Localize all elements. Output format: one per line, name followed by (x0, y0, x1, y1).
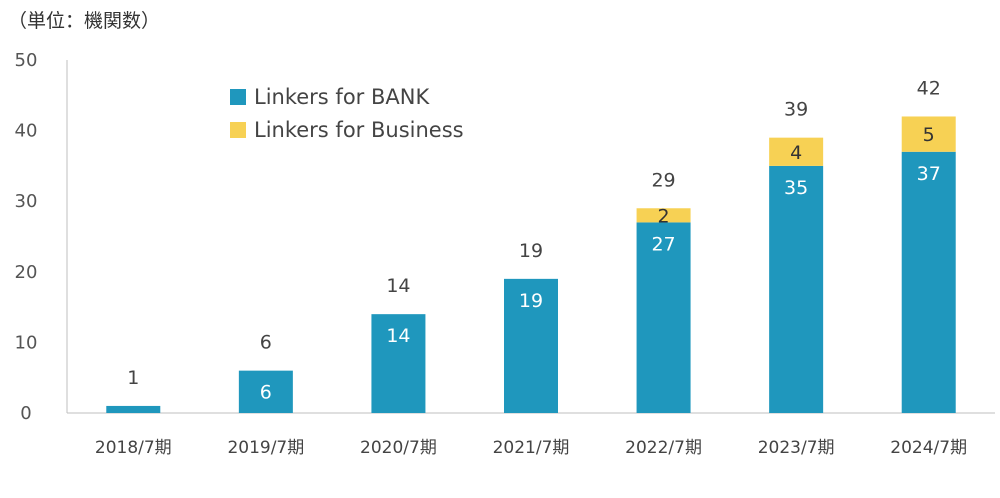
x-tick-label: 2019/7期 (227, 438, 304, 458)
bar-business (769, 137, 824, 166)
total-label: 1 (127, 367, 139, 389)
x-tick-label: 2022/7期 (625, 438, 702, 458)
x-tick-label: 2024/7期 (890, 438, 967, 458)
bar-bank (901, 151, 956, 413)
total-label: 19 (519, 240, 543, 262)
bar-label-bank: 14 (386, 325, 410, 347)
bar-bank (106, 405, 161, 413)
bar-bank (238, 370, 293, 413)
bar-bank (504, 278, 558, 413)
bars: 1 6 6 14 14 19 19 27 2 29 35 4 39 37 5 42 (106, 77, 956, 413)
bar-label-bank: 35 (784, 177, 808, 199)
bar-label-business: 2 (658, 205, 670, 227)
bar-business (636, 208, 691, 223)
legend-label: Linkers for Business (254, 118, 464, 142)
y-tick-label: 30 (15, 191, 38, 212)
bar-business (901, 116, 956, 152)
y-tick-labels: 0 10 20 30 40 50 (15, 50, 38, 424)
x-tick-labels: 2018/7期 2019/7期 2020/7期 2021/7期 2022/7期 2023/… (95, 438, 967, 458)
total-label: 42 (917, 77, 941, 99)
y-tick-label: 0 (20, 403, 31, 424)
bar-label-bank: 37 (917, 163, 941, 185)
x-tick-label: 2020/7期 (360, 438, 437, 458)
x-tick-label: 2018/7期 (95, 438, 172, 458)
bar-label-business: 5 (923, 124, 935, 146)
legend-label: Linkers for BANK (254, 85, 430, 109)
bar-label-bank: 6 (260, 382, 272, 404)
total-label: 14 (386, 275, 410, 297)
bar-label-bank: 27 (651, 233, 675, 255)
total-label: 29 (651, 169, 675, 191)
total-label: 6 (260, 332, 272, 354)
y-tick-label: 50 (15, 50, 38, 71)
bar-bank (371, 314, 426, 413)
x-tick-label: 2021/7期 (493, 438, 570, 458)
y-tick-label: 20 (15, 262, 38, 283)
x-tick-label: 2023/7期 (758, 438, 835, 458)
bar-label-business: 4 (790, 142, 802, 164)
bar-bank (636, 222, 691, 413)
y-tick-label: 10 (15, 332, 38, 353)
y-tick-label: 40 (15, 121, 38, 142)
legend: Linkers for BANK Linkers for Business (230, 85, 464, 142)
unit-label: （単位：機関数） (8, 10, 161, 32)
legend-swatch (230, 89, 246, 105)
bar-label-bank: 19 (519, 290, 543, 312)
bar-bank (769, 165, 824, 413)
total-label: 39 (784, 99, 808, 121)
legend-swatch (230, 122, 246, 138)
